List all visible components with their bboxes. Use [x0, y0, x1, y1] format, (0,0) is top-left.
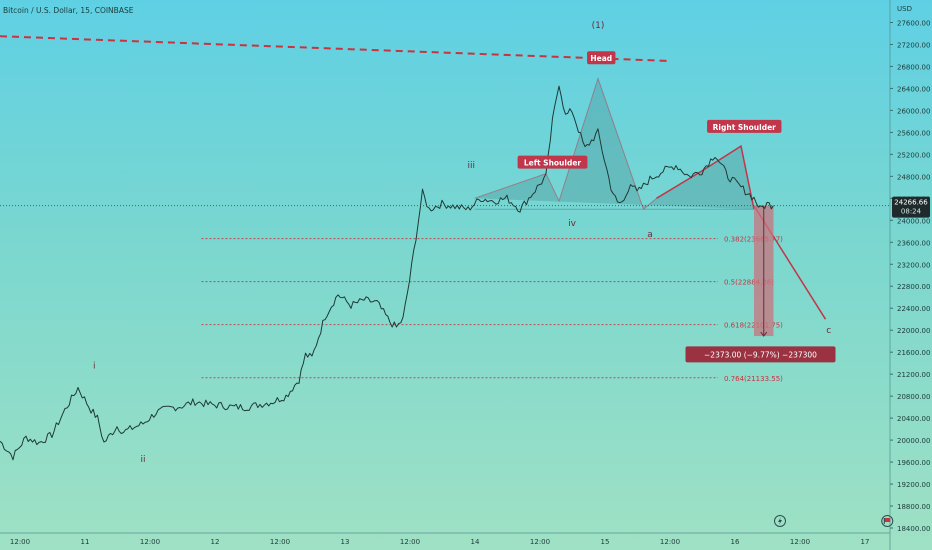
y-tick-label: 21600.00	[897, 349, 930, 357]
y-tick-label: 19200.00	[897, 481, 930, 489]
price-axis[interactable]: USD 27600.00 27200.00 26800.00 26400.00 26000…	[889, 0, 930, 550]
pattern-label-badge	[517, 155, 588, 169]
wave-label: i	[93, 362, 96, 372]
y-tick-label: 27200.00	[897, 41, 930, 49]
fib-levels: 0.382(23665.77) 0.5(22884.26) 0.618(22101.…	[201, 236, 783, 383]
y-tick-label: 26000.00	[897, 107, 930, 115]
pattern-label-badge	[707, 119, 782, 133]
fib-level-label: 0.764(21133.55)	[724, 375, 783, 383]
time-axis[interactable]: 12:00 11 12:00 12 12:00 13 12:00 14 12:00 15 12:00…	[0, 532, 890, 546]
measure-arrow-head	[760, 331, 768, 337]
pattern-outline-right	[656, 144, 755, 210]
currency-label: USD	[897, 5, 912, 13]
flag-icon	[881, 515, 894, 527]
x-tick-label: 17	[861, 538, 870, 546]
x-tick-label: 12:00	[400, 538, 420, 546]
x-tick-label: 12:00	[530, 538, 550, 546]
y-tick-label: 18800.00	[897, 503, 930, 511]
chart-title: Bitcoin / U.S. Dollar, 15, COINBASE	[3, 6, 134, 15]
wave-label: c	[826, 326, 831, 336]
pattern-outline-left	[474, 76, 657, 211]
lightning-icon	[774, 515, 786, 527]
y-tick-label: 22800.00	[897, 283, 930, 291]
y-tick-label: 20800.00	[897, 393, 930, 401]
price-series	[0, 85, 774, 461]
x-tick-label: 16	[731, 538, 740, 546]
price-range-measure: −2373.00 (−9.77%) −237300	[685, 205, 836, 363]
price-line	[0, 85, 774, 461]
fib-level-label: 0.382(23665.77)	[724, 236, 783, 244]
wave-label: (1)	[592, 21, 605, 31]
fib-level-label: 0.618(22101.75)	[724, 322, 783, 330]
x-tick-label: 12:00	[140, 538, 160, 546]
pattern-label: Head	[590, 54, 612, 63]
y-tick-label: 24000.00	[897, 217, 930, 225]
y-tick-label: 22000.00	[897, 327, 930, 335]
wave-label: iv	[568, 219, 577, 229]
y-tick-label: 27600.00	[897, 19, 930, 27]
y-tick-label: 25600.00	[897, 129, 930, 137]
y-tick-label: 23200.00	[897, 261, 930, 269]
y-tick-label: 18400.00	[897, 525, 930, 533]
x-tick-label: 12:00	[790, 538, 810, 546]
y-tick-label: 24800.00	[897, 173, 930, 181]
x-tick-label: 13	[341, 538, 350, 546]
wave-label: iii	[467, 161, 475, 171]
dashed-trendline	[0, 35, 670, 62]
x-tick-label: 12:00	[270, 538, 290, 546]
pattern-label: Left Shoulder	[524, 159, 582, 168]
y-tick-label: 20000.00	[897, 437, 930, 445]
pattern-fill	[474, 78, 754, 210]
y-tick-label: 23600.00	[897, 239, 930, 247]
x-tick-label: 14	[471, 538, 480, 546]
measure-label: −2373.00 (−9.77%) −237300	[704, 350, 817, 359]
current-price-value: 24266.66	[894, 199, 928, 207]
flag-glyph	[884, 518, 891, 522]
candle-countdown: 08:24	[901, 208, 922, 216]
x-tick-label: 12:00	[660, 538, 680, 546]
current-price-badge	[892, 196, 930, 218]
wave-label: ii	[140, 455, 145, 465]
pattern-label: Right Shoulder	[713, 123, 777, 132]
y-tick-label: 19600.00	[897, 459, 930, 467]
x-tick-label: 12:00	[10, 538, 30, 546]
x-tick-label: 11	[81, 538, 90, 546]
wave-label: a	[647, 230, 653, 240]
lightning-glyph	[778, 517, 782, 525]
measure-label-badge	[685, 346, 836, 363]
fib-level-label: 0.5(22884.26)	[724, 279, 774, 287]
y-tick-label: 22400.00	[897, 305, 930, 313]
bottom-icons	[774, 515, 894, 527]
dashed-trendline-group	[0, 35, 670, 62]
pattern-label-badge	[587, 51, 616, 65]
y-tick-label: 25200.00	[897, 151, 930, 159]
y-tick-label: 21200.00	[897, 371, 930, 379]
x-tick-label: 15	[601, 538, 610, 546]
y-tick-label: 20400.00	[897, 415, 930, 423]
y-tick-label: 26800.00	[897, 63, 930, 71]
y-tick-label: 26400.00	[897, 85, 930, 93]
x-tick-label: 12	[211, 538, 220, 546]
